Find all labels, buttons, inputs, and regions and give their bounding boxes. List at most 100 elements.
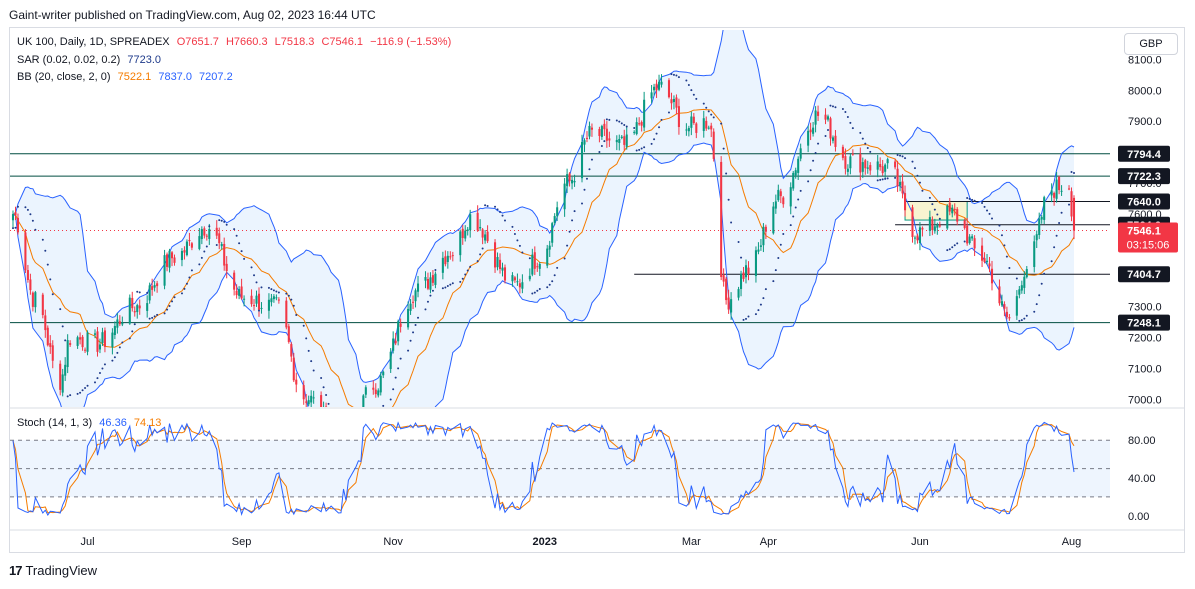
sar-dot bbox=[307, 349, 310, 352]
candle-body bbox=[379, 375, 382, 393]
candle-body bbox=[551, 223, 554, 243]
candle-body bbox=[553, 216, 556, 223]
candle-body bbox=[866, 167, 869, 169]
sar-dot bbox=[220, 219, 223, 222]
sar-dot bbox=[461, 277, 464, 280]
candle-body bbox=[710, 125, 713, 130]
candle-body bbox=[64, 364, 67, 376]
candle-body bbox=[275, 297, 278, 299]
candle-body bbox=[441, 257, 444, 273]
sar-dot bbox=[312, 369, 315, 372]
price-tick-label: 8100.0 bbox=[1128, 54, 1162, 66]
candle-body bbox=[86, 332, 89, 352]
legend-bb-upper: 7837.0 bbox=[158, 71, 192, 83]
candle-body bbox=[173, 257, 176, 263]
sar-dot bbox=[695, 97, 698, 100]
candle-body bbox=[133, 311, 136, 313]
sar-dot bbox=[754, 313, 757, 316]
sar-dot bbox=[817, 142, 820, 145]
sar-dot bbox=[138, 291, 141, 294]
candle-body bbox=[337, 425, 339, 439]
sar-dot bbox=[190, 269, 193, 272]
sar-dot bbox=[86, 384, 89, 387]
candle-body bbox=[113, 325, 116, 336]
candle-body bbox=[285, 300, 288, 328]
sar-dot bbox=[638, 148, 641, 151]
candle-body bbox=[397, 321, 400, 342]
candle-body bbox=[431, 275, 434, 283]
candle-body bbox=[29, 279, 32, 291]
candle-body bbox=[928, 217, 931, 231]
sar-dot bbox=[814, 151, 817, 154]
candle-body bbox=[747, 267, 750, 274]
candle-body bbox=[687, 128, 690, 132]
sar-dot bbox=[933, 208, 936, 211]
sar-dot bbox=[799, 189, 802, 192]
candle-body bbox=[486, 231, 489, 242]
candle-body bbox=[988, 263, 991, 267]
sar-dot bbox=[986, 209, 989, 212]
candle-body bbox=[459, 231, 462, 256]
candle-body bbox=[382, 371, 385, 376]
sar-dot bbox=[849, 121, 852, 124]
sar-dot bbox=[1020, 319, 1023, 322]
sar-dot bbox=[394, 376, 397, 379]
sar-dot bbox=[417, 316, 420, 319]
candle-body bbox=[464, 230, 467, 239]
sar-dot bbox=[573, 210, 576, 213]
candle-body bbox=[799, 148, 802, 159]
sar-dot bbox=[640, 147, 643, 150]
sar-dot bbox=[1050, 260, 1053, 263]
footer-brand[interactable]: 17 TradingView bbox=[9, 563, 97, 578]
sar-dot bbox=[864, 142, 867, 145]
candle-body bbox=[93, 333, 97, 335]
sar-dot bbox=[24, 206, 27, 209]
candle-body bbox=[603, 123, 606, 130]
level-tag-label: 7794.4 bbox=[1127, 149, 1162, 161]
legend-sar-label: SAR (0.02, 0.02, 0.2) bbox=[17, 54, 121, 66]
candle-body bbox=[864, 160, 867, 169]
candle-body bbox=[670, 99, 673, 104]
sar-dot bbox=[827, 128, 830, 131]
sar-dot bbox=[981, 201, 984, 204]
sar-dot bbox=[31, 219, 34, 222]
candle-body bbox=[876, 161, 879, 170]
candle-body bbox=[118, 321, 121, 325]
candle-body bbox=[501, 267, 504, 271]
currency-button[interactable]: GBP bbox=[1124, 33, 1178, 55]
candle-body bbox=[235, 290, 238, 296]
candle-body bbox=[444, 256, 447, 265]
candle-body bbox=[310, 395, 313, 403]
sar-dot bbox=[66, 395, 69, 398]
sar-dot bbox=[650, 142, 653, 145]
sar-dot bbox=[240, 250, 243, 253]
candle-body bbox=[372, 387, 375, 390]
candle-body bbox=[702, 118, 705, 131]
sar-dot bbox=[983, 205, 986, 208]
sar-dot bbox=[762, 297, 765, 300]
candle-body bbox=[287, 326, 290, 342]
candle-body bbox=[605, 128, 608, 141]
candle-body bbox=[722, 275, 725, 282]
sar-dot bbox=[916, 174, 919, 177]
sar-dot bbox=[200, 256, 203, 259]
sar-dot bbox=[464, 273, 467, 276]
candle-body bbox=[886, 159, 889, 164]
sar-dot bbox=[571, 219, 574, 222]
candle-body bbox=[1003, 304, 1006, 309]
candle-body bbox=[759, 245, 762, 247]
level-tag-bg bbox=[1118, 145, 1170, 162]
candle-body bbox=[461, 228, 464, 239]
candle-body bbox=[844, 156, 847, 169]
sar-dot bbox=[434, 269, 437, 272]
sar-dot bbox=[585, 177, 588, 180]
sar-dot bbox=[727, 198, 730, 201]
sar-dot bbox=[382, 404, 385, 407]
candle-body bbox=[101, 332, 104, 343]
candle-body bbox=[764, 226, 767, 232]
sar-dot bbox=[672, 73, 675, 76]
candle-body bbox=[600, 126, 603, 137]
candle-body bbox=[968, 236, 971, 244]
chart-container[interactable] bbox=[9, 27, 1185, 553]
